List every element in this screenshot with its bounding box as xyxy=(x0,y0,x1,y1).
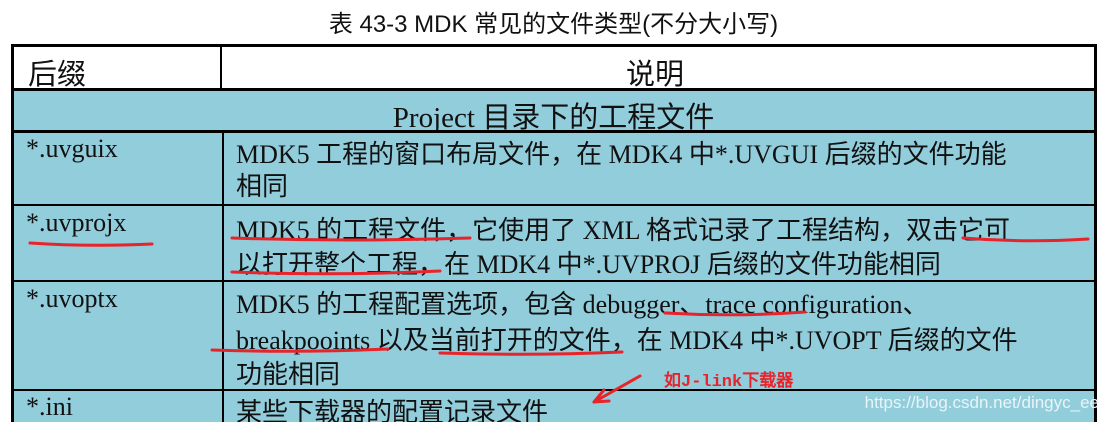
table-caption: 表 43-3 MDK 常见的文件类型(不分大小写) xyxy=(328,11,779,38)
divider xyxy=(220,44,222,90)
arrow-icon xyxy=(592,374,642,404)
section-heading: Project 目录下的工程文件 xyxy=(392,102,715,134)
underline-mark xyxy=(438,350,624,356)
underline-mark xyxy=(663,310,807,317)
row-desc-line: MDK5 工程的窗口布局文件，在 MDK4 中*.UVGUI 后缀的文件功能 xyxy=(236,140,1007,169)
underline-mark xyxy=(230,269,442,276)
watermark: https://blog.csdn.net/dingyc_ee xyxy=(864,393,1099,412)
divider xyxy=(11,88,1097,91)
header-suffix: 后缀 xyxy=(28,59,87,91)
underline-mark xyxy=(961,236,1090,243)
divider xyxy=(11,130,1097,133)
divider xyxy=(11,204,1097,206)
arrow-head-icon xyxy=(592,388,611,404)
underline-mark xyxy=(210,347,390,353)
row-desc-line: MDK5 的工程配置选项，包含 debugger、trace configura… xyxy=(236,290,929,319)
header-description: 说明 xyxy=(626,59,685,91)
row-desc-line: 相同 xyxy=(236,172,289,201)
underline-mark xyxy=(28,241,154,247)
annotation-note: 如J-link下载器 xyxy=(664,373,794,392)
underline-mark xyxy=(230,236,472,242)
table-header-row: 后缀 说明 xyxy=(11,44,1097,91)
row-ext: *.ini xyxy=(26,392,73,421)
row-ext: *.uvprojx xyxy=(26,208,127,237)
row-desc-line: 某些下载器的配置记录文件 xyxy=(236,398,549,422)
row-desc-line: 功能相同 xyxy=(236,360,341,389)
row-ext: *.uvoptx xyxy=(26,284,118,313)
divider xyxy=(11,280,1097,282)
divider xyxy=(222,130,224,422)
table-body xyxy=(11,88,1097,422)
divider xyxy=(11,389,1097,391)
row-ext: *.uvguix xyxy=(26,134,118,163)
